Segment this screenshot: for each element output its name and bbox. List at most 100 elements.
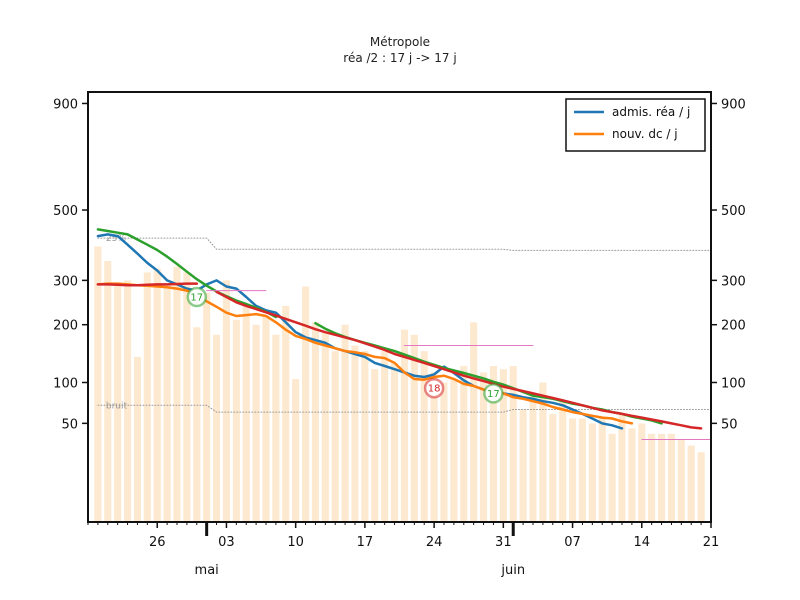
bar — [480, 372, 488, 522]
bar — [272, 334, 280, 522]
bar — [549, 413, 557, 522]
bar — [608, 433, 616, 522]
bar — [539, 382, 547, 522]
legend-label: nouv. dc / j — [612, 127, 678, 141]
bar — [509, 366, 517, 522]
y-tick-label-right: 300 — [721, 274, 746, 289]
bar — [559, 401, 567, 522]
y-tick-label: 900 — [53, 97, 78, 112]
month-label: mai — [195, 563, 219, 578]
y-tick-label: 300 — [53, 274, 78, 289]
bar — [529, 393, 537, 522]
bar — [302, 286, 310, 522]
reference-lines-layer: 25% bruit — [97, 234, 712, 413]
legend-box — [565, 98, 706, 152]
bar — [351, 345, 359, 522]
bar — [133, 356, 141, 522]
bar — [213, 334, 221, 522]
y-tick-label: 50 — [61, 417, 78, 432]
bar — [391, 362, 399, 522]
marker — [186, 286, 208, 308]
bar — [173, 266, 181, 522]
x-tick-label: 24 — [426, 535, 443, 550]
bar — [648, 433, 656, 522]
bar — [114, 284, 122, 522]
bar — [193, 327, 201, 522]
bar — [519, 409, 527, 522]
y-tick-label-right: 500 — [721, 204, 746, 219]
bar — [687, 445, 695, 522]
bar — [203, 292, 211, 522]
series-line — [96, 228, 278, 319]
bar — [242, 305, 250, 522]
bar — [410, 334, 418, 522]
y-tick-label-right: 100 — [721, 376, 746, 391]
bar — [499, 369, 507, 522]
month-label: juin — [500, 563, 525, 578]
bar — [588, 423, 596, 522]
bar — [104, 261, 112, 522]
marker — [423, 377, 445, 399]
bar — [311, 322, 319, 522]
bar — [677, 439, 685, 522]
bar — [262, 315, 270, 522]
x-tick-label: 26 — [149, 535, 166, 550]
reference-line-label: bruit — [106, 401, 128, 411]
reference-line — [97, 404, 712, 413]
bar — [489, 366, 497, 522]
legend: admis. réa / j nouv. dc / j — [565, 98, 706, 152]
bar — [618, 413, 626, 522]
marker-label: 17 — [487, 389, 500, 400]
x-tick-label: 14 — [634, 535, 651, 550]
marker — [483, 383, 504, 404]
series-layer — [96, 228, 712, 440]
bar — [331, 351, 339, 522]
reference-line-label: 25% — [106, 234, 126, 244]
x-tick-label: 10 — [287, 535, 304, 550]
y-tick-label: 500 — [53, 204, 78, 219]
bar — [569, 418, 577, 522]
chart-subtitle: réa /2 : 17 j -> 17 j — [343, 51, 456, 65]
bar — [163, 284, 171, 522]
chart-title: Métropole — [370, 35, 430, 49]
marker-label: 17 — [190, 293, 203, 304]
bar — [667, 433, 675, 522]
x-tick-label: 17 — [357, 535, 374, 550]
y-tick-label-right: 200 — [721, 319, 746, 334]
reference-line — [97, 237, 712, 251]
bar — [292, 379, 300, 522]
bar — [598, 418, 606, 522]
bar — [430, 372, 438, 522]
bar — [222, 280, 230, 522]
marker-label: 18 — [428, 384, 441, 395]
bar — [638, 423, 646, 522]
markers-layer: 17 18 17 — [186, 286, 504, 404]
bar — [282, 305, 290, 522]
bar — [321, 332, 329, 522]
plot-frame — [87, 91, 712, 523]
bar — [460, 366, 468, 522]
bar — [94, 246, 102, 522]
x-tick-label: 21 — [703, 535, 720, 550]
bar — [232, 319, 240, 522]
bar — [381, 351, 389, 522]
series-line — [96, 233, 624, 430]
bar — [697, 452, 705, 522]
bar — [470, 322, 478, 522]
bar — [341, 324, 349, 522]
bar — [450, 379, 458, 522]
axes-layer: 50 50 100 100 200 200 300 300 500 500 900 900 26 03 10… — [53, 97, 746, 578]
bar — [400, 329, 408, 522]
bar — [420, 351, 428, 522]
series-line — [96, 282, 634, 425]
bar — [183, 272, 191, 522]
x-tick-label: 31 — [495, 535, 512, 550]
bars-layer — [94, 246, 705, 522]
y-tick-label: 100 — [53, 376, 78, 391]
y-tick-label-right: 50 — [721, 417, 738, 432]
x-tick-label: 03 — [218, 535, 235, 550]
y-tick-label-right: 900 — [721, 97, 746, 112]
series-line — [215, 290, 703, 430]
bar — [153, 268, 161, 522]
